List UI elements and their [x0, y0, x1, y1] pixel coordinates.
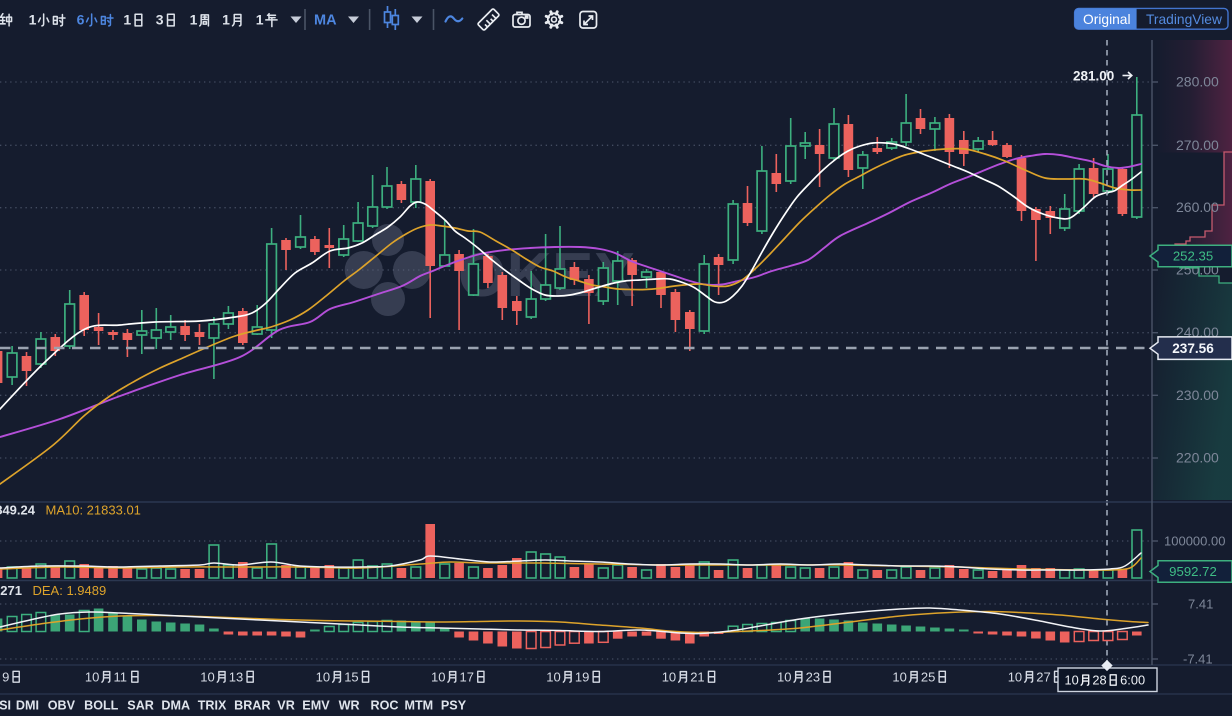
svg-text:10: 10 [1065, 673, 1079, 688]
svg-text:9592.72: 9592.72 [1169, 564, 1217, 579]
svg-text:OBV: OBV [48, 699, 76, 713]
svg-text:220.00: 220.00 [1176, 450, 1219, 466]
svg-text:13: 13 [229, 670, 243, 685]
svg-text:DMI: DMI [16, 699, 39, 713]
svg-text:1: 1 [256, 11, 264, 27]
svg-text:MACD: 2.6271: MACD: 2.6271 [0, 583, 22, 598]
svg-text:9: 9 [2, 670, 9, 685]
svg-text:270.00: 270.00 [1176, 137, 1219, 153]
svg-text:10: 10 [316, 670, 330, 685]
svg-text:100000.00: 100000.00 [1164, 534, 1225, 549]
svg-text:-7.41: -7.41 [1183, 652, 1213, 667]
svg-text:19: 19 [575, 670, 589, 685]
svg-text:BOLL: BOLL [84, 699, 119, 713]
svg-text:10: 10 [85, 670, 99, 685]
svg-text:10: 10 [200, 670, 214, 685]
svg-text:1: 1 [222, 11, 230, 27]
svg-text:3: 3 [156, 11, 164, 27]
svg-text:WR: WR [339, 699, 360, 713]
svg-text:MA10: 21833.01: MA10: 21833.01 [46, 503, 141, 518]
svg-text:EMV: EMV [302, 699, 330, 713]
svg-text:230.00: 230.00 [1176, 387, 1219, 403]
svg-text:RSI: RSI [0, 699, 11, 713]
svg-text:1: 1 [190, 11, 198, 27]
svg-text:11: 11 [114, 670, 128, 685]
svg-text:10: 10 [662, 670, 676, 685]
svg-text:280.00: 280.00 [1176, 74, 1219, 90]
svg-text:TradingView: TradingView [1146, 12, 1222, 27]
svg-text:BRAR: BRAR [234, 699, 270, 713]
svg-text:252.35: 252.35 [1173, 249, 1213, 264]
svg-text:MTM: MTM [405, 699, 434, 713]
svg-text:10: 10 [1008, 670, 1022, 685]
svg-text:237.56: 237.56 [1172, 341, 1214, 356]
svg-text:1: 1 [123, 11, 131, 27]
svg-text:23: 23 [806, 670, 820, 685]
svg-text:10: 10 [892, 670, 906, 685]
svg-text:MA: MA [314, 13, 337, 29]
svg-text:PSY: PSY [441, 699, 467, 713]
svg-text:10: 10 [431, 670, 445, 685]
svg-text:Original: Original [1083, 12, 1131, 27]
svg-text:260.00: 260.00 [1176, 199, 1219, 215]
svg-text:6:00: 6:00 [1120, 673, 1145, 688]
svg-text:10: 10 [546, 670, 560, 685]
svg-text:6: 6 [77, 11, 85, 27]
svg-text:7.41: 7.41 [1188, 597, 1213, 612]
svg-text:27: 27 [1036, 670, 1050, 685]
svg-text:VR: VR [277, 699, 295, 713]
svg-text:10: 10 [777, 670, 791, 685]
svg-text:MA5: 19849.24: MA5: 19849.24 [0, 503, 36, 518]
svg-text:TRIX: TRIX [198, 699, 227, 713]
svg-text:17: 17 [460, 670, 474, 685]
svg-text:281.00: 281.00 [1073, 69, 1114, 84]
svg-text:21: 21 [690, 670, 704, 685]
svg-text:SAR: SAR [127, 699, 154, 713]
svg-text:DEA: 1.9489: DEA: 1.9489 [33, 583, 107, 598]
svg-text:28: 28 [1092, 673, 1106, 688]
svg-text:25: 25 [921, 670, 935, 685]
svg-text:1: 1 [29, 11, 37, 27]
svg-text:ROC: ROC [371, 699, 399, 713]
svg-text:DMA: DMA [161, 699, 190, 713]
svg-text:15: 15 [344, 670, 358, 685]
